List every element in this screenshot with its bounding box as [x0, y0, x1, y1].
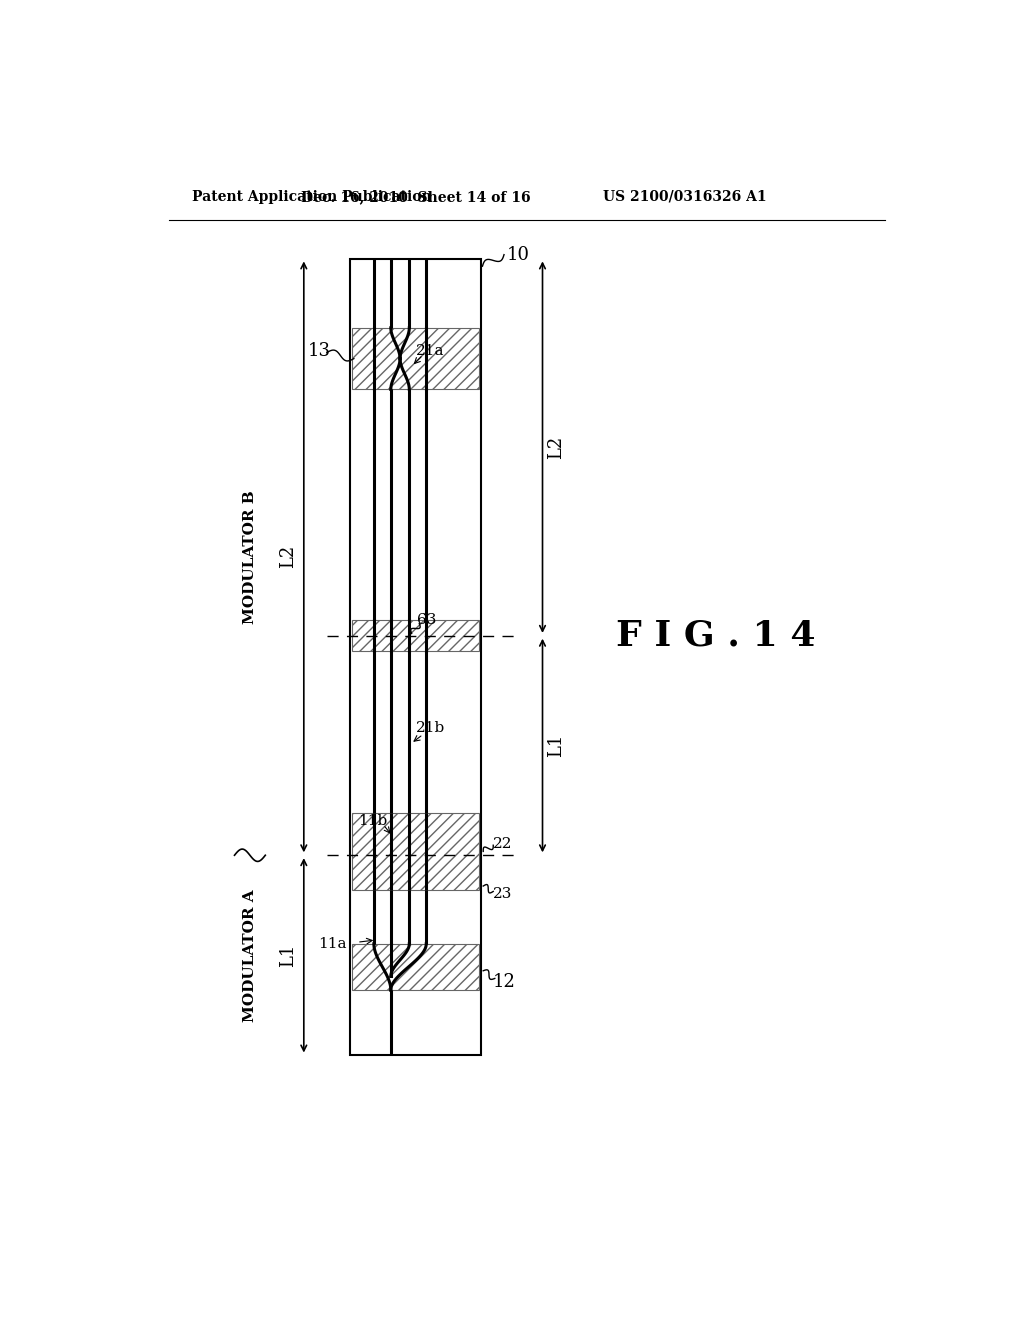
Bar — [352, 327, 478, 389]
Text: MODULATOR B: MODULATOR B — [243, 490, 257, 624]
Text: 21b: 21b — [416, 721, 444, 735]
Text: US 2100/0316326 A1: US 2100/0316326 A1 — [603, 190, 767, 203]
Bar — [350, 259, 481, 1056]
Text: F I G . 1 4: F I G . 1 4 — [616, 619, 815, 653]
Text: 21a: 21a — [416, 345, 444, 358]
Text: 11b: 11b — [357, 813, 387, 828]
Text: 22: 22 — [493, 837, 512, 850]
Text: L1: L1 — [280, 944, 297, 968]
Bar — [352, 620, 478, 651]
Text: 10: 10 — [506, 246, 529, 264]
Text: 23: 23 — [493, 887, 512, 900]
Text: 63: 63 — [417, 614, 436, 627]
Text: L1: L1 — [548, 734, 565, 758]
Text: 11a: 11a — [318, 937, 347, 950]
Text: Dec. 16, 2010  Sheet 14 of 16: Dec. 16, 2010 Sheet 14 of 16 — [301, 190, 530, 203]
Text: 12: 12 — [493, 973, 515, 991]
Text: MODULATOR A: MODULATOR A — [243, 890, 257, 1022]
Bar — [352, 944, 478, 990]
Text: Patent Application Publication: Patent Application Publication — [193, 190, 432, 203]
Text: L2: L2 — [280, 545, 297, 569]
Bar — [352, 813, 478, 890]
Text: L2: L2 — [548, 436, 565, 459]
Text: 13: 13 — [307, 342, 331, 360]
